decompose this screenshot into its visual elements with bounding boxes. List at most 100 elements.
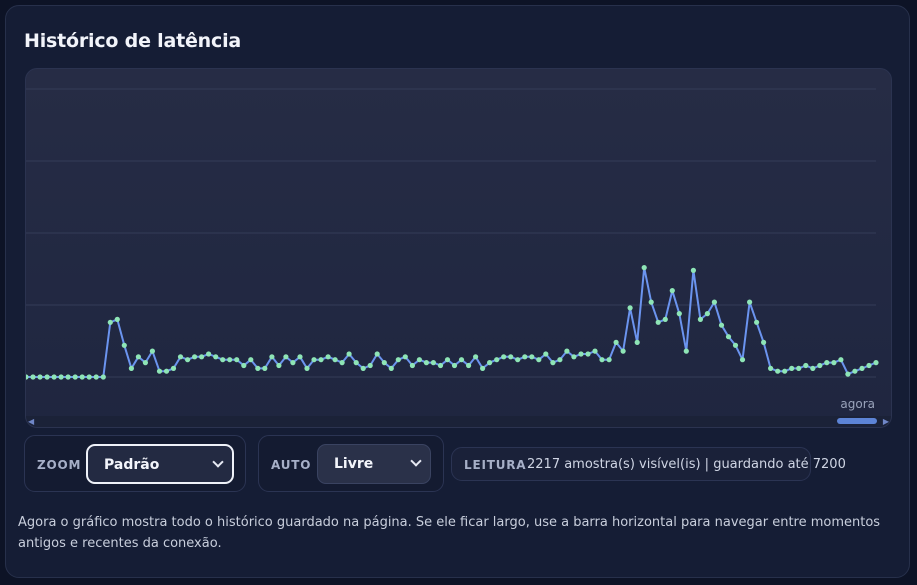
data-point (360, 365, 366, 371)
data-point (585, 351, 591, 357)
data-point (725, 334, 732, 340)
scroll-right-arrow-icon[interactable]: ▶ (882, 417, 889, 426)
data-point (86, 374, 92, 380)
data-point (367, 362, 373, 369)
data-point (192, 354, 198, 360)
data-point (311, 357, 317, 363)
data-point (697, 316, 704, 322)
data-point (262, 365, 268, 371)
data-point (37, 374, 43, 380)
data-point (613, 339, 619, 345)
data-point (430, 360, 436, 366)
data-point (732, 342, 739, 348)
data-point (711, 299, 718, 305)
data-point (220, 357, 226, 363)
data-point (437, 362, 444, 369)
data-point (114, 316, 120, 322)
chevron-down-icon (410, 455, 422, 467)
data-point (304, 365, 310, 371)
scrollbar-thumb[interactable] (837, 418, 877, 424)
data-point (873, 360, 879, 366)
data-point (297, 354, 303, 360)
data-point (269, 354, 275, 360)
data-point (536, 357, 542, 363)
data-point (494, 357, 500, 363)
data-point (747, 299, 753, 305)
data-point (374, 351, 380, 357)
data-point (515, 357, 521, 363)
data-point (634, 339, 640, 345)
data-point (620, 348, 626, 354)
data-point (142, 360, 148, 366)
data-point (107, 319, 113, 325)
data-point (451, 362, 458, 369)
data-point (381, 360, 387, 366)
data-point (775, 368, 781, 374)
data-point (592, 348, 598, 354)
zoom-select-value: Padrão (104, 457, 160, 473)
auto-select-value: Livre (334, 456, 374, 472)
data-point (100, 374, 106, 380)
latency-chart[interactable]: agora ◀ ▶ (25, 68, 892, 428)
data-point (782, 368, 788, 374)
horizontal-scrollbar[interactable]: ◀ ▶ (26, 416, 891, 427)
panel-title: Histórico de latência (24, 30, 241, 52)
data-point (458, 357, 465, 363)
data-point (416, 357, 422, 363)
zoom-select[interactable]: Padrão (86, 444, 234, 484)
data-point (866, 362, 872, 369)
data-point (93, 374, 99, 380)
data-point (213, 354, 219, 360)
data-point (754, 319, 760, 325)
data-point (121, 342, 127, 348)
data-point (690, 267, 697, 273)
data-point (480, 365, 486, 371)
data-point (290, 360, 296, 366)
data-point (248, 357, 254, 363)
scroll-left-arrow-icon[interactable]: ◀ (28, 417, 35, 426)
data-point (859, 365, 865, 371)
data-point (325, 354, 331, 360)
data-point (388, 365, 394, 371)
data-point (718, 322, 725, 328)
data-point (65, 374, 71, 380)
data-point (79, 374, 85, 380)
data-point (508, 354, 514, 360)
data-point (156, 368, 163, 374)
data-point (739, 357, 746, 363)
data-point (346, 351, 352, 357)
data-point (824, 360, 830, 366)
zoom-control: ZOOM Padrão (24, 435, 246, 492)
data-point (557, 357, 563, 363)
data-point (409, 362, 415, 369)
data-point (704, 311, 711, 317)
data-point (241, 362, 247, 369)
data-point (318, 357, 324, 363)
data-point (26, 374, 29, 380)
data-point (234, 357, 240, 363)
auto-select[interactable]: Livre (317, 444, 431, 484)
data-point (44, 374, 50, 380)
data-point (529, 354, 535, 360)
data-point (641, 265, 647, 271)
data-point (423, 360, 429, 366)
data-point (676, 311, 682, 317)
data-point (627, 305, 633, 311)
data-point (571, 354, 577, 360)
data-point (501, 354, 507, 360)
data-point (395, 357, 401, 363)
reading-badge: LEITURA 2217 amostra(s) visível(is) | gu… (451, 447, 846, 481)
now-label: agora (840, 397, 875, 411)
data-point (332, 357, 338, 363)
data-point (227, 357, 233, 363)
latency-series-line (26, 266, 877, 378)
data-point (803, 362, 809, 369)
data-point (550, 360, 556, 366)
data-point (564, 348, 570, 354)
data-point (177, 354, 184, 360)
data-point (648, 299, 654, 305)
data-point (543, 351, 549, 357)
zoom-label: ZOOM (37, 458, 82, 472)
data-point (810, 365, 816, 371)
latency-history-panel: Histórico de latência agora ◀ ▶ (5, 5, 910, 578)
